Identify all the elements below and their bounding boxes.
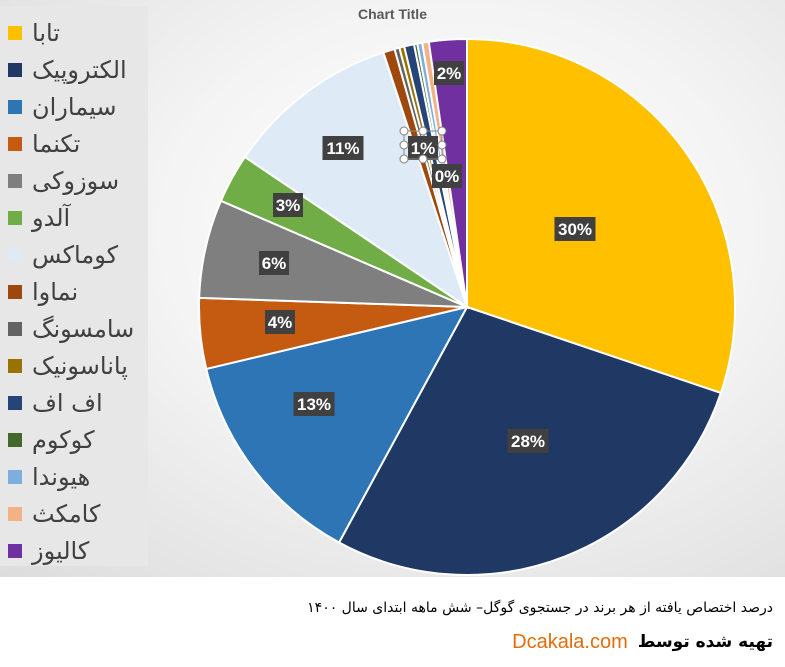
resize-handle[interactable] — [418, 126, 428, 136]
data-label-box — [432, 164, 462, 188]
resize-handle[interactable] — [437, 154, 447, 164]
legend-swatch — [8, 507, 22, 521]
legend-swatch — [8, 100, 22, 114]
data-label[interactable]: 28% — [507, 429, 549, 453]
legend-swatch — [8, 174, 22, 188]
pie-slice[interactable] — [466, 37, 736, 395]
data-label-text: 28% — [511, 432, 545, 451]
legend-label: هیوندا — [32, 463, 91, 491]
legend-label: کامکث — [32, 500, 101, 528]
site-link[interactable]: Dcakala.com — [512, 630, 628, 653]
resize-handle[interactable] — [399, 154, 409, 164]
data-label-text: 30% — [558, 220, 592, 239]
legend-item[interactable]: نماوا — [8, 277, 148, 307]
legend-item[interactable]: سوزوکی — [8, 166, 148, 196]
legend-label: الکتروپیک — [32, 56, 127, 84]
legend-swatch — [8, 248, 22, 262]
data-label[interactable]: 13% — [293, 392, 335, 416]
legend-swatch — [8, 396, 22, 410]
legend-swatch — [8, 359, 22, 373]
data-label-box — [259, 251, 289, 275]
selection-handles[interactable] — [399, 126, 447, 164]
legend-item[interactable]: آلدو — [8, 203, 148, 233]
legend-label: سامسونگ — [32, 315, 135, 343]
data-label-box — [265, 310, 295, 334]
legend-swatch — [8, 285, 22, 299]
data-label[interactable]: 30% — [554, 217, 596, 241]
data-label-box — [554, 217, 596, 241]
data-label-box — [273, 193, 303, 217]
legend-item[interactable]: الکتروپیک — [8, 55, 148, 85]
pie-slice[interactable] — [243, 51, 469, 310]
resize-handle[interactable] — [437, 140, 447, 150]
data-label-box — [293, 392, 335, 416]
data-label[interactable]: 0% — [432, 164, 462, 188]
data-label-text: 11% — [326, 139, 359, 158]
data-label-text: 1% — [411, 139, 436, 158]
legend-item[interactable]: تکنما — [8, 129, 148, 159]
legend-label: اف اف — [32, 389, 103, 417]
pie-slice[interactable] — [205, 305, 469, 544]
legend-label: نماوا — [32, 278, 79, 306]
legend-item[interactable]: سامسونگ — [8, 314, 148, 344]
legend-item[interactable]: کوماکس — [8, 240, 148, 270]
legend-item[interactable]: کامکث — [8, 499, 148, 529]
legend-swatch — [8, 26, 22, 40]
legend-swatch — [8, 322, 22, 336]
data-label-box — [322, 136, 364, 160]
legend-label: سیماران — [32, 93, 117, 121]
data-label-box — [507, 429, 549, 453]
data-label-text: 2% — [437, 64, 462, 83]
legend-item[interactable]: اف اف — [8, 388, 148, 418]
chart-caption: درصد اختصاص یافته از هر برند در جستجوی گ… — [307, 600, 773, 616]
data-label-text: 4% — [268, 313, 293, 332]
resize-handle[interactable] — [399, 140, 409, 150]
resize-handle[interactable] — [418, 154, 428, 164]
legend-swatch — [8, 63, 22, 77]
legend[interactable]: تابا الکتروپیک سیماران تکنما سوزوکی آلدو کوماک… — [0, 6, 148, 566]
legend-item[interactable]: تابا — [8, 18, 148, 48]
data-label-text: 0% — [435, 167, 460, 186]
data-label[interactable]: 4% — [265, 310, 295, 334]
legend-label: کوکوم — [32, 426, 95, 454]
chart-area: Chart Title تابا الکتروپیک سیماران تکنما سوز… — [0, 0, 785, 577]
legend-item[interactable]: سیماران — [8, 92, 148, 122]
legend-label: تابا — [32, 19, 60, 47]
data-label[interactable]: 11% — [322, 136, 364, 160]
legend-swatch — [8, 544, 22, 558]
legend-item[interactable]: هیوندا — [8, 462, 148, 492]
legend-swatch — [8, 137, 22, 151]
data-label-text: 13% — [297, 395, 331, 414]
resize-handle[interactable] — [437, 126, 447, 136]
data-label[interactable]: 2% — [434, 61, 464, 85]
data-label-box — [434, 61, 464, 85]
data-label-text: 6% — [262, 254, 287, 273]
legend-label: تکنما — [32, 130, 81, 158]
legend-swatch — [8, 211, 22, 225]
data-label-text: 3% — [276, 196, 301, 215]
legend-item[interactable]: کالیوز — [8, 536, 148, 566]
prepared-by-label: تهیه شده توسط — [637, 632, 773, 652]
legend-item[interactable]: کوکوم — [8, 425, 148, 455]
legend-label: کالیوز — [32, 537, 90, 565]
legend-label: پاناسونیک — [32, 352, 128, 380]
legend-swatch — [8, 470, 22, 484]
legend-swatch — [8, 433, 22, 447]
pie-chart[interactable]: 30% 28% 13% 4% 6% 3% 11% 1% 0% 2% — [0, 0, 785, 577]
data-label[interactable]: 3% — [273, 193, 303, 217]
resize-handle[interactable] — [399, 126, 409, 136]
legend-label: سوزوکی — [32, 167, 120, 195]
legend-label: کوماکس — [32, 241, 119, 269]
credit-line: Dcakala.com تهیه شده توسط — [0, 626, 773, 658]
data-label[interactable]: 6% — [259, 251, 289, 275]
legend-item[interactable]: پاناسونیک — [8, 351, 148, 381]
legend-label: آلدو — [32, 204, 71, 232]
chart-title[interactable]: Chart Title — [358, 6, 427, 22]
